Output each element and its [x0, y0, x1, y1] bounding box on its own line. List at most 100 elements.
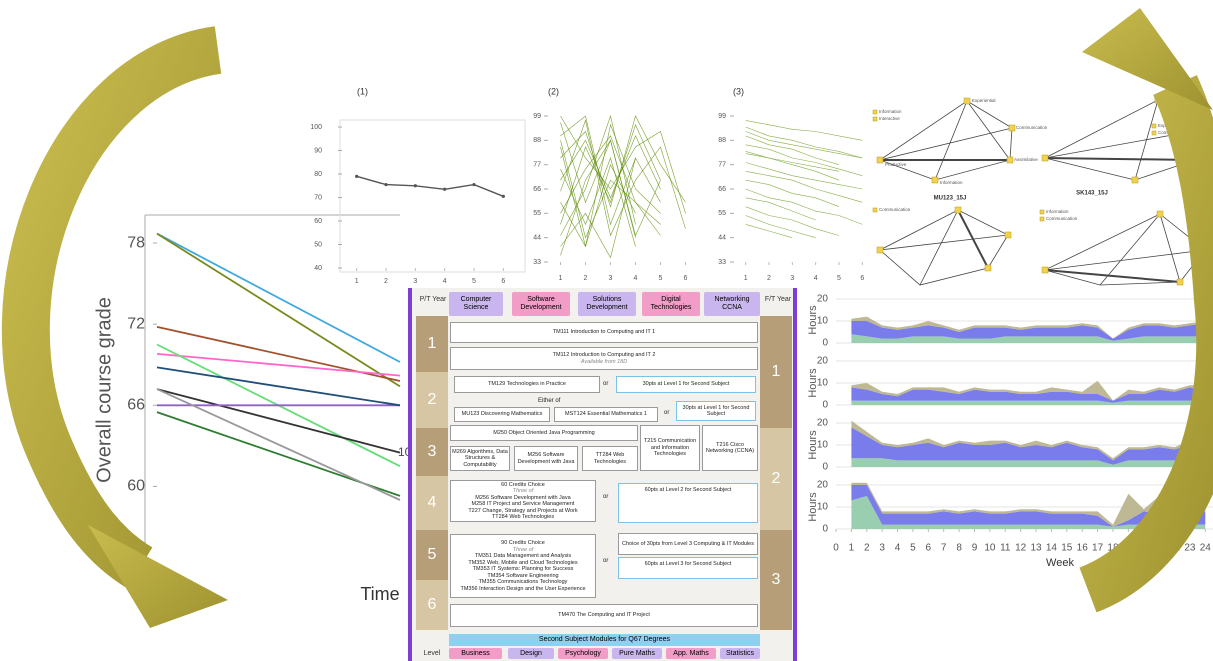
module: 30pts at Level 1 for Second Subject — [677, 405, 755, 418]
x-tick-label: 5 — [472, 278, 476, 285]
module: M256 Software Development with Java — [515, 452, 577, 465]
legend-label: Communication — [879, 207, 911, 212]
x-tick-label: 21 — [1154, 543, 1166, 554]
x-tick-label: 12 — [1015, 543, 1027, 554]
network-node — [964, 98, 970, 104]
legend-label: Information — [879, 109, 902, 114]
y-tick-label: 44 — [533, 235, 541, 242]
x-tick-label: 4 — [634, 275, 638, 282]
x-tick-label: 19 — [1123, 543, 1135, 554]
node-label: Productive — [885, 162, 907, 167]
x-tick-label: 2 — [384, 278, 388, 285]
x-tick-label: 24 — [1200, 543, 1212, 554]
network-node — [1177, 279, 1183, 285]
x-tick-label: 15 — [1061, 543, 1073, 554]
legend-label: Interactive — [879, 116, 900, 121]
series-line — [746, 163, 863, 190]
node-label: Experiential — [972, 98, 996, 103]
pathway: Software Development — [512, 292, 570, 316]
pt-year-header: P/T Year — [418, 296, 448, 304]
choice-box: 90 Credits Choice Three of TM351 Data Ma… — [450, 534, 596, 598]
pt-level: 5 — [416, 530, 448, 580]
y-axis-label: Hours — [807, 368, 819, 398]
network-node — [1192, 157, 1198, 163]
point — [472, 183, 475, 186]
point — [502, 195, 505, 198]
module-box: TM129 Technologies in Practice — [454, 376, 600, 393]
ft-level: 2 — [760, 428, 792, 530]
y-tick-label: 0 — [822, 338, 828, 349]
subject: App. Maths — [666, 648, 716, 659]
network-node — [932, 177, 938, 183]
x-tick-label: 3 — [609, 275, 613, 282]
pt-level: 4 — [416, 476, 448, 530]
x-axis-label: Week — [1046, 557, 1074, 569]
or-label: or — [603, 558, 608, 564]
network-node — [1005, 232, 1011, 238]
network-caption: SK143_15J — [1076, 191, 1108, 197]
series-line — [561, 123, 661, 236]
module-box: M269 Algorithms, Data Structures & Compu… — [450, 446, 510, 471]
module-box: T216 Cisco Networking (CCNA) — [702, 425, 758, 471]
point — [414, 184, 417, 187]
network-node — [1155, 97, 1161, 103]
y-tick-label: 60 — [127, 478, 145, 495]
page-body: 60667278Overall course gradeTime10405060… — [0, 0, 1213, 661]
module: M269 Algorithms, Data Structures & Compu… — [451, 449, 509, 469]
y-axis-label: Hours — [807, 492, 819, 522]
y-tick-label: 66 — [718, 186, 726, 193]
network-node — [1042, 267, 1048, 273]
module-box: T215 Communication and Information Techn… — [640, 425, 700, 471]
series-line — [561, 120, 686, 235]
module-box: TM111 Introduction to Computing and IT 1 — [450, 322, 758, 343]
network-node — [985, 265, 991, 271]
subject: Business — [449, 648, 502, 659]
module-note: Available from 18D — [581, 359, 627, 366]
legend-label: Experiential — [1158, 123, 1182, 128]
network-edges — [880, 210, 1008, 285]
y-tick-label: 88 — [718, 137, 726, 144]
legend-swatch — [1152, 124, 1156, 128]
x-tick-label: 13 — [1030, 543, 1042, 554]
network-edge-strong — [958, 210, 988, 268]
choice-box: 60 Credits Choice Three of M256 Software… — [450, 480, 596, 522]
y-tick-label: 66 — [533, 186, 541, 193]
pathway: Networking CCNA — [704, 292, 760, 316]
module: M250 Object Oriented Java Programming — [493, 430, 595, 437]
series-line — [561, 116, 636, 224]
x-tick-label: 20 — [1138, 543, 1150, 554]
network-edge-strong — [1045, 270, 1180, 282]
module-box: M256 Software Development with Java — [514, 446, 578, 471]
legend-swatch — [873, 110, 877, 114]
module: T216 Cisco Networking (CCNA) — [703, 442, 757, 455]
panel-title: (2) — [548, 86, 559, 96]
y-tick-label: 99 — [718, 113, 726, 120]
x-tick-label: 6 — [501, 278, 505, 285]
series-line — [746, 120, 863, 140]
page: Learning analytics collage {"chart_data"… — [0, 0, 1213, 661]
y-tick-label: 77 — [718, 162, 726, 169]
x-tick-label: 1 — [744, 275, 748, 282]
x-tick-label: 14 — [1046, 543, 1058, 554]
or-label: or — [664, 410, 669, 416]
pt-level: 3 — [416, 428, 448, 476]
y-tick-label: 99 — [533, 113, 541, 120]
module-box: MST124 Essential Mathematics 1 — [554, 407, 658, 422]
network-edges — [1045, 100, 1200, 180]
y-tick-label: 100 — [310, 124, 322, 131]
module: T215 Communication and Information Techn… — [641, 438, 699, 458]
module: TM470 The Computing and IT Project — [558, 612, 650, 619]
module-box: M250 Object Oriented Java Programming — [450, 425, 638, 441]
network-node — [955, 207, 961, 213]
ft-year-header: F/T Year — [764, 296, 792, 304]
x-tick-label: 7 — [941, 543, 947, 554]
second-subject-box: 60pts at Level 2 for Second Subject — [618, 483, 758, 523]
subject: Design — [508, 648, 554, 659]
x-tick-label: 2 — [767, 275, 771, 282]
x-tick-label: 17 — [1092, 543, 1104, 554]
module: 60pts at Level 2 for Second Subject — [645, 487, 732, 494]
module: MST124 Essential Mathematics 1 — [565, 411, 647, 418]
series-line — [746, 189, 863, 224]
y-axis-label: Hours — [807, 305, 819, 335]
second-subject-bar: Second Subject Modules for Q67 Degrees — [449, 634, 760, 646]
